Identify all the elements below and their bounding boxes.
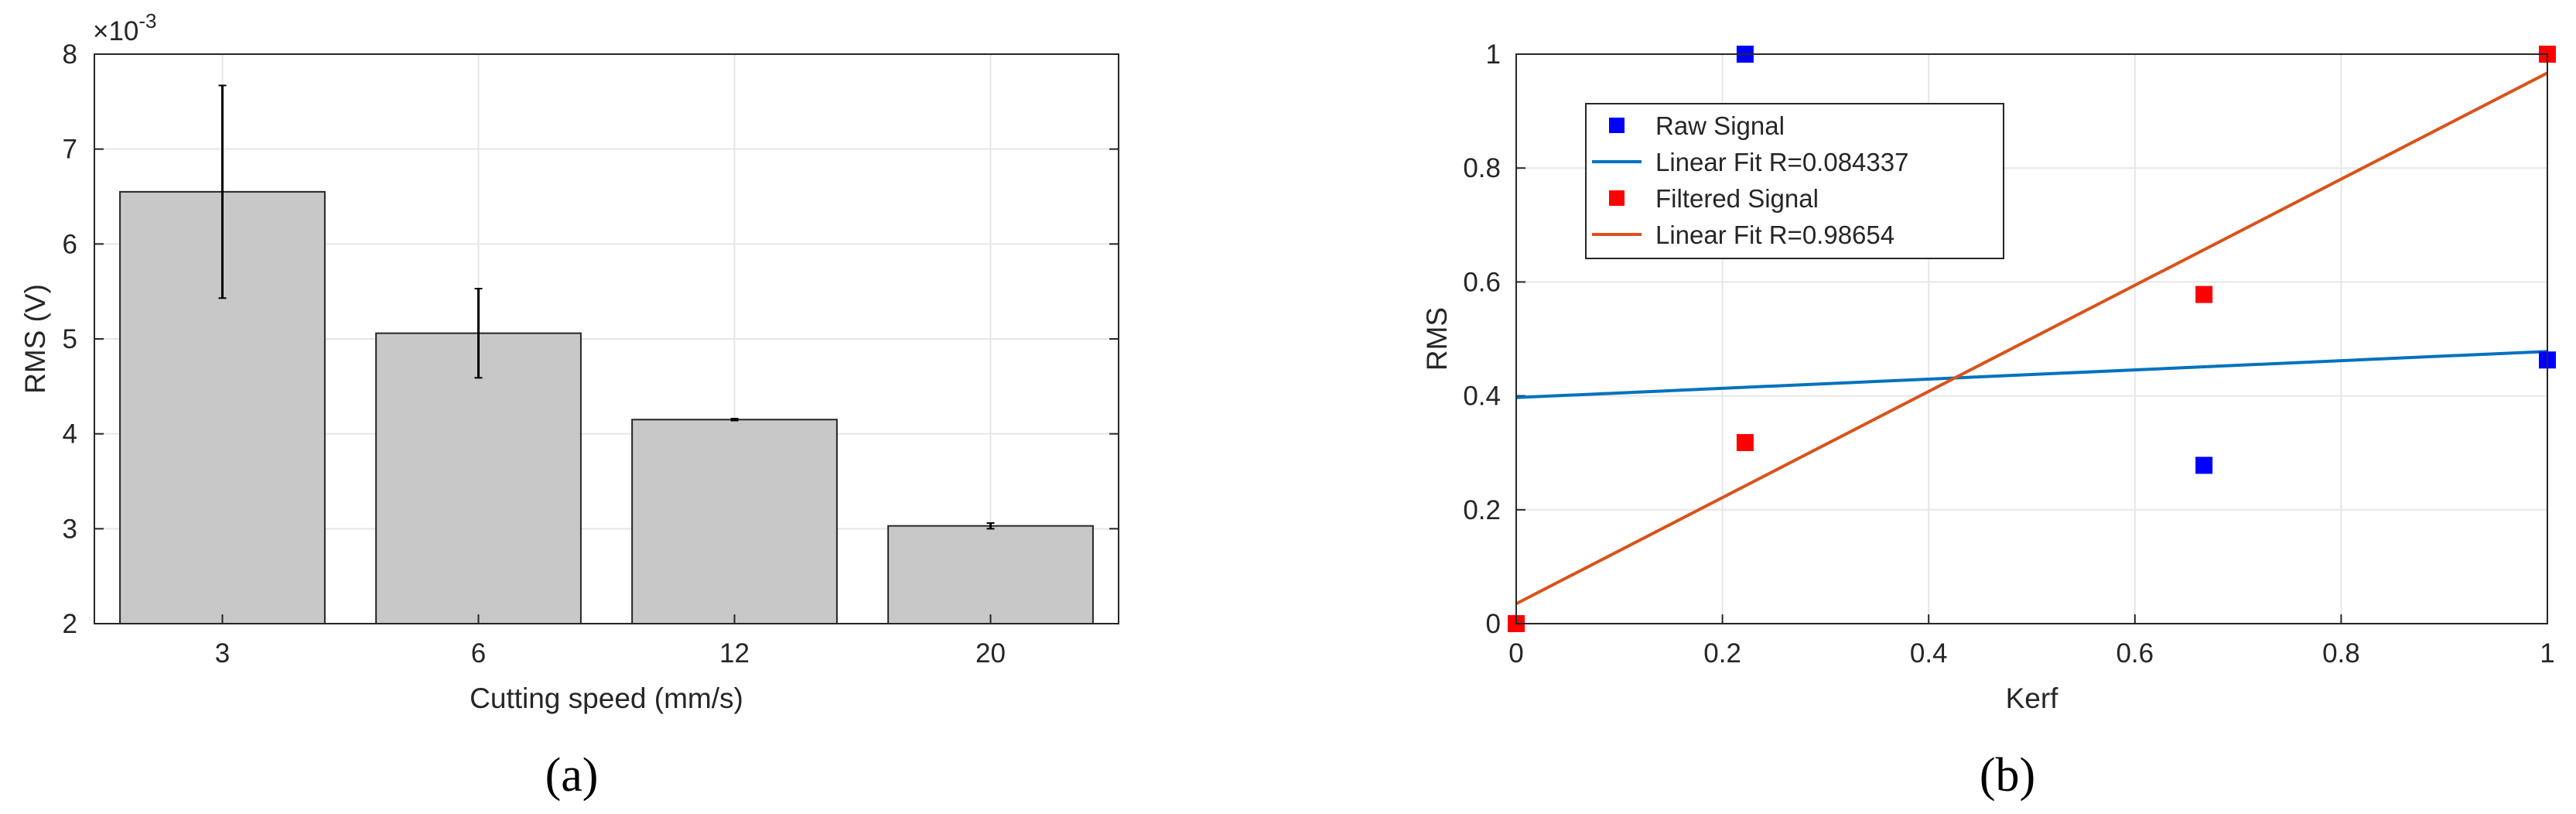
panel-b-scatter-chart: 0 0.2 0.4 0.6 0.8 1 0 0.2 0.4 0.6 0.8 1 Raw Signal Li… [1421, 39, 2556, 714]
x-tick-label: 20 [975, 638, 1006, 669]
x-tick-label: 6 [471, 638, 486, 669]
y-tick-label: 0.8 [1463, 153, 1501, 183]
x-axis-label: Cutting speed (mm/s) [470, 682, 743, 714]
bar-6 [375, 332, 582, 624]
x-tick-label: 0.2 [1703, 638, 1741, 669]
y-tick-label: 7 [63, 135, 77, 165]
fit-line [1515, 71, 2548, 606]
x-tick-label: 12 [719, 638, 750, 669]
bar-12 [631, 419, 838, 624]
panel-a-bar-chart: 2 3 4 5 6 7 8 3 6 12 20 ×10-3 Cutting speed (mm/s) RM… [19, 9, 1119, 714]
legend-marker [1609, 190, 1625, 206]
legend-entry: Filtered Signal [1655, 184, 1819, 213]
data-point [2195, 457, 2213, 474]
y-axis-label: RMS [1421, 307, 1453, 371]
y-tick-label: 0.2 [1463, 495, 1501, 525]
y-axis-label: RMS (V) [19, 284, 51, 394]
y-tick-label: 4 [63, 419, 77, 450]
y-multiplier-exponent: -3 [138, 9, 156, 32]
y-tick-label: 3 [63, 514, 77, 544]
legend-entry: Linear Fit R=0.084337 [1655, 148, 1908, 176]
axes-box-b [1515, 53, 2548, 624]
y-tick-label: 1 [1486, 39, 1501, 70]
data-point [1736, 433, 1754, 451]
legend-entry: Raw Signal [1655, 111, 1785, 140]
y-tick-label: 8 [63, 39, 77, 70]
axes-box-a [94, 53, 1119, 624]
y-tick-label: 5 [63, 324, 77, 354]
y-multiplier: ×10-3 [93, 9, 157, 46]
legend-marker [1609, 118, 1625, 133]
y-multiplier-base: ×10 [93, 16, 138, 46]
x-tick-label: 0.6 [2116, 638, 2154, 669]
y-tick-label: 2 [63, 609, 77, 639]
x-tick-label: 0.4 [1910, 638, 1948, 669]
y-tick-label: 6 [63, 229, 77, 259]
x-tick-label: 0 [1508, 638, 1523, 669]
x-axis-label: Kerf [2006, 682, 2059, 714]
y-tick-label: 0.4 [1463, 381, 1501, 412]
y-tick-label: 0.6 [1463, 267, 1501, 297]
legend-entry: Linear Fit R=0.98654 [1655, 221, 1894, 249]
data-point [2195, 286, 2213, 303]
y-tick-label: 0 [1486, 609, 1501, 639]
bar-20 [887, 525, 1094, 624]
panel-a-label: (a) [545, 749, 599, 802]
x-tick-label: 1 [2540, 638, 2554, 669]
legend-box [1585, 103, 2004, 259]
fit-line [1515, 350, 2548, 399]
x-tick-label: 3 [215, 638, 230, 669]
panel-b-label: (b) [1980, 749, 2035, 802]
x-tick-label: 0.8 [2322, 638, 2360, 669]
